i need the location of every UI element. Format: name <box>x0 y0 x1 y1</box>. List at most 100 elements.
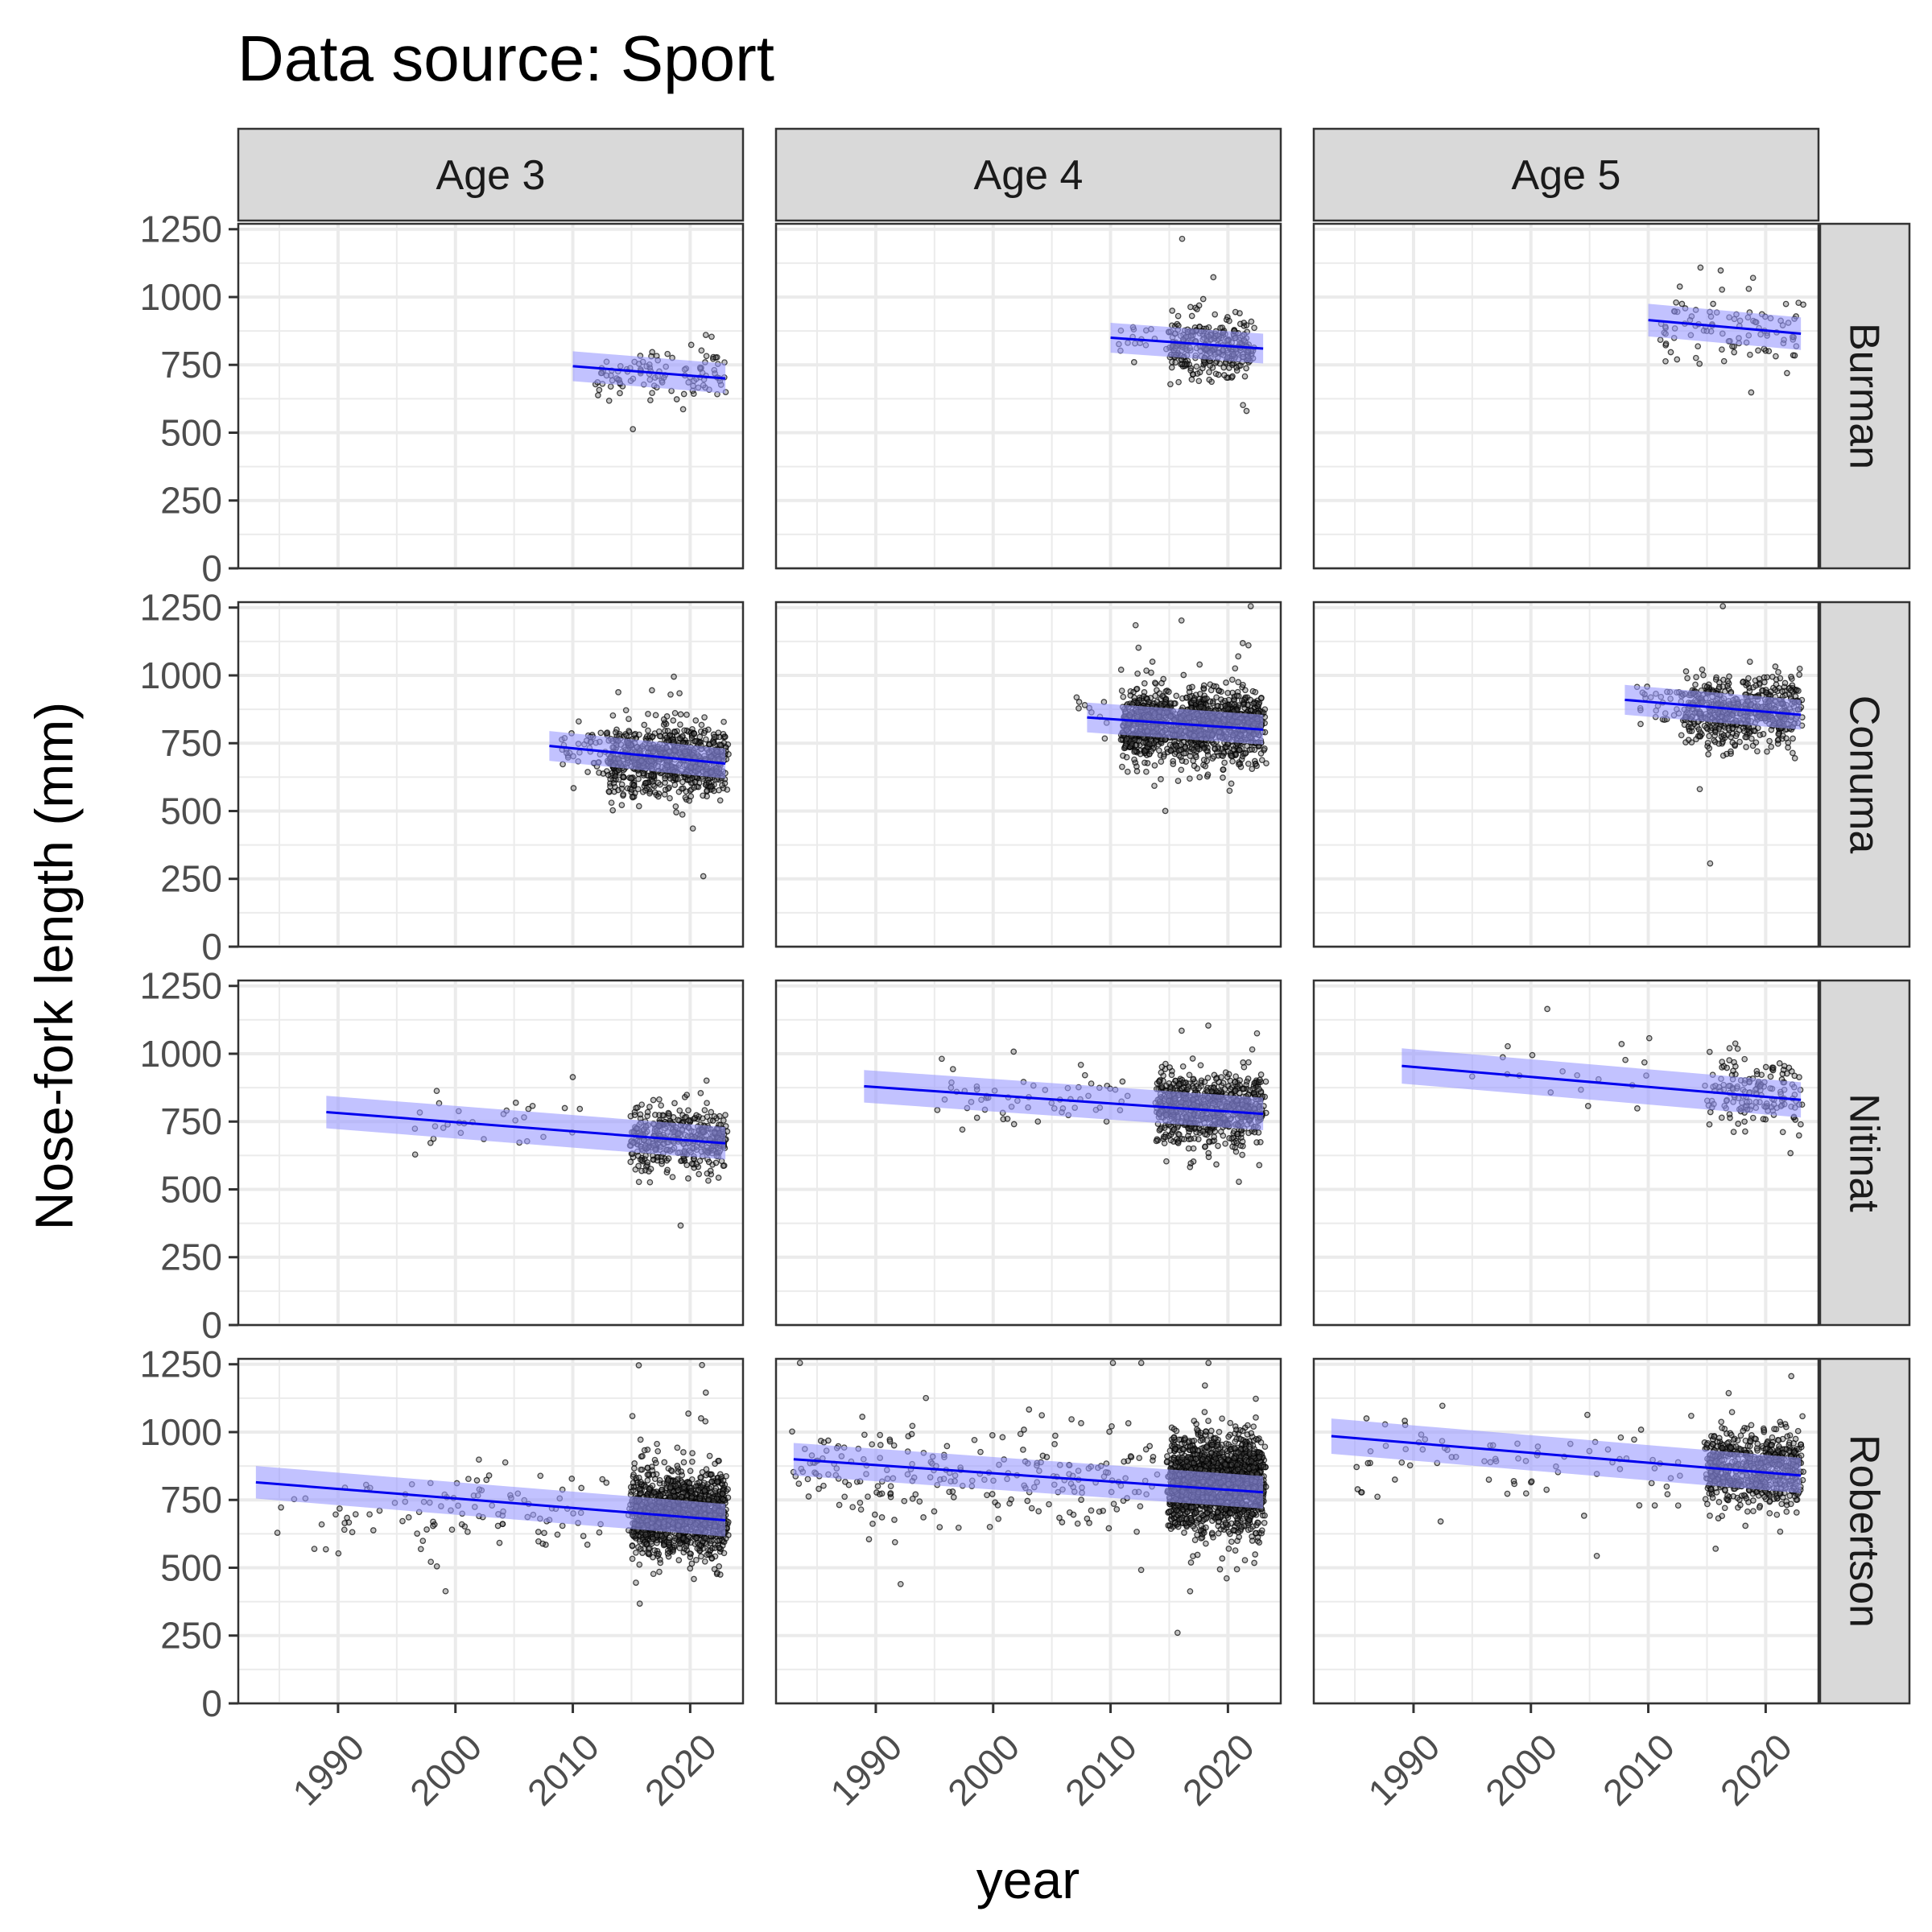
data-point <box>666 1110 672 1117</box>
data-point <box>1148 748 1154 755</box>
data-point <box>669 1174 676 1181</box>
data-point <box>1206 1138 1212 1145</box>
data-point <box>1172 359 1179 366</box>
data-point <box>949 1066 956 1072</box>
data-point <box>1763 689 1769 696</box>
data-point <box>609 807 617 814</box>
data-point <box>703 1077 710 1084</box>
data-point <box>1760 1116 1767 1122</box>
x-axis-title: year <box>976 1850 1080 1909</box>
data-point <box>720 730 727 737</box>
data-point <box>1197 691 1203 697</box>
facet-strip-col-label: Age 3 <box>436 152 546 199</box>
data-point <box>1712 676 1719 683</box>
data-point <box>673 396 680 402</box>
data-point <box>1779 1129 1786 1136</box>
data-point <box>1710 300 1716 308</box>
data-point <box>636 731 642 738</box>
y-tick-label: 0 <box>201 926 222 968</box>
data-point <box>660 716 667 723</box>
data-point <box>648 771 654 778</box>
data-point <box>1141 680 1148 687</box>
data-point <box>1692 681 1699 688</box>
data-point <box>1673 299 1679 306</box>
data-point <box>677 1222 684 1229</box>
data-point <box>1236 746 1243 753</box>
data-point <box>1232 1079 1238 1086</box>
data-point <box>1752 739 1760 746</box>
facet-strip-row-label: Conuma <box>1841 696 1888 854</box>
data-point <box>704 1113 711 1121</box>
data-point <box>674 776 681 782</box>
data-point <box>1245 1059 1252 1066</box>
data-point <box>1705 751 1711 758</box>
data-point <box>605 788 613 795</box>
data-point <box>1749 275 1757 282</box>
chart-title: Data source: Sport <box>237 23 774 94</box>
data-point <box>693 1112 700 1119</box>
data-point <box>627 1158 634 1166</box>
data-point <box>1173 692 1180 700</box>
data-point <box>1704 739 1711 746</box>
data-point <box>1234 1131 1241 1137</box>
data-point <box>1202 1131 1208 1137</box>
data-point <box>691 730 698 737</box>
data-point <box>665 1155 672 1162</box>
data-point <box>1196 774 1203 781</box>
data-point <box>1178 741 1185 748</box>
data-point <box>1190 1145 1197 1152</box>
y-tick-label: 750 <box>160 344 222 386</box>
facet-strip-row-label: Robertson <box>1841 1435 1888 1628</box>
data-point <box>603 730 610 737</box>
data-point <box>1235 679 1242 686</box>
data-point <box>1117 667 1125 673</box>
data-point <box>1187 1160 1195 1166</box>
data-point <box>638 1101 646 1108</box>
data-point <box>1179 357 1185 363</box>
data-point <box>1190 1075 1197 1083</box>
data-point <box>1158 776 1164 782</box>
data-point <box>1729 724 1736 732</box>
data-point <box>625 716 632 722</box>
panel-border <box>237 222 745 570</box>
data-point <box>681 727 687 734</box>
data-point <box>1746 658 1753 665</box>
data-point <box>1736 727 1743 733</box>
data-point <box>1149 658 1156 665</box>
data-point <box>1207 362 1213 369</box>
data-point <box>703 736 709 743</box>
data-point <box>1162 807 1169 815</box>
data-point <box>630 426 637 432</box>
data-point <box>1130 359 1137 365</box>
data-point <box>1785 744 1791 751</box>
data-point <box>1695 343 1702 350</box>
data-point <box>1242 687 1249 694</box>
data-point <box>1253 1139 1260 1146</box>
data-point <box>1205 1022 1212 1029</box>
data-point <box>973 1114 980 1121</box>
data-point <box>1167 747 1174 754</box>
data-point <box>641 721 648 729</box>
data-point <box>1201 696 1208 702</box>
data-point <box>1256 1086 1262 1092</box>
data-point <box>700 792 706 799</box>
fit-line <box>1648 319 1802 335</box>
data-point <box>1726 1045 1733 1051</box>
data-point <box>1186 1071 1193 1079</box>
data-point <box>1231 701 1238 708</box>
data-point <box>708 333 715 341</box>
data-point <box>1764 748 1770 755</box>
data-point <box>609 712 617 719</box>
data-point <box>1212 1075 1220 1082</box>
data-point <box>576 718 582 725</box>
data-point <box>1194 370 1201 377</box>
data-point <box>671 709 679 716</box>
data-point <box>1529 1051 1536 1059</box>
data-point <box>1667 349 1674 356</box>
data-point <box>430 1135 437 1142</box>
data-point <box>722 1112 729 1118</box>
data-point <box>1167 700 1174 707</box>
data-point <box>1178 746 1185 753</box>
data-point <box>1703 724 1710 731</box>
data-point <box>1200 745 1208 752</box>
